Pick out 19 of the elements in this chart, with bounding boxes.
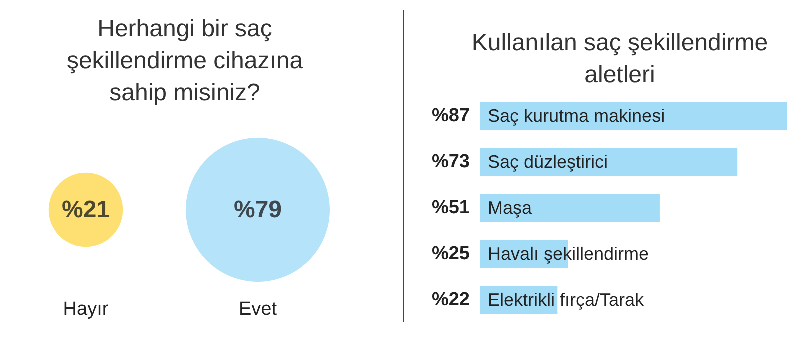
bar xyxy=(480,194,660,222)
category-label: Evet xyxy=(238,299,278,320)
data-label: %73 xyxy=(432,152,470,172)
y-tick-label: Havalı şekillendirme xyxy=(488,244,650,264)
y-tick-label: Saç düzleştirici xyxy=(488,152,608,172)
data-label: %21 xyxy=(62,196,110,224)
y-tick-label: Saç kurutma makinesi xyxy=(488,106,666,126)
data-label: %25 xyxy=(432,244,470,264)
bar xyxy=(480,148,738,176)
chart-title: Kullanılan saç şekillendirme aletleri xyxy=(472,30,768,88)
y-tick-label: Elektrikli fırça/Tarak xyxy=(488,290,646,310)
data-label: %79 xyxy=(234,196,282,224)
data-label: %22 xyxy=(432,290,470,310)
data-label: %87 xyxy=(432,106,470,126)
y-tick-label: Maşa xyxy=(488,198,534,218)
data-label: %51 xyxy=(432,198,470,218)
bar xyxy=(480,102,787,130)
text: Herhangi bir saç şekillendirme cihazına sahip misiniz? xyxy=(66,16,304,106)
category-label: Hayır xyxy=(63,299,110,320)
